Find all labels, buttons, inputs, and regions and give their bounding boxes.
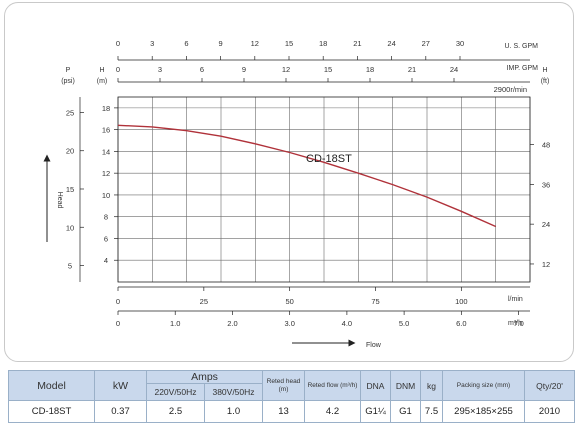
header-kw: kW bbox=[94, 370, 147, 401]
header-packing: Packing size (mm) bbox=[442, 370, 525, 401]
header-dnm: DNM bbox=[390, 370, 421, 401]
impgpm-tick-label: 12 bbox=[282, 65, 290, 74]
usgpm-tick-label: 3 bbox=[150, 39, 154, 48]
table-row: CD-18ST 0.37 2.5 1.0 13 4.2 G1¼ G1 7.5 2… bbox=[8, 400, 575, 423]
psi-tick-label: 20 bbox=[66, 147, 74, 156]
flow-label: Flow bbox=[366, 342, 382, 349]
cell-qty: 2010 bbox=[524, 400, 575, 423]
usgpm-tick-label: 6 bbox=[184, 39, 188, 48]
impgpm-tick-label: 6 bbox=[200, 65, 204, 74]
m3h-tick-label: 7.0 bbox=[513, 319, 523, 328]
axes bbox=[79, 56, 534, 315]
lmin-tick-label: 25 bbox=[200, 297, 208, 306]
m3h-tick-label: 2.0 bbox=[227, 319, 237, 328]
cell-kg: 7.5 bbox=[420, 400, 443, 423]
usgpm-tick-label: 9 bbox=[219, 39, 223, 48]
cell-rated-flow: 4.2 bbox=[304, 400, 361, 423]
header-amps-220: 220V/50Hz bbox=[146, 383, 205, 401]
ft-tick-label: 12 bbox=[542, 260, 550, 269]
spec-table: Model kW Amps Reted head (m) Reted flow … bbox=[8, 370, 575, 423]
h-ft-axis-unit: (ft) bbox=[541, 78, 550, 85]
psi-tick-label: 10 bbox=[66, 223, 74, 232]
m3h-tick-label: 6.0 bbox=[456, 319, 466, 328]
lmin-tick-label: 100 bbox=[455, 297, 468, 306]
cell-amps-380: 1.0 bbox=[204, 400, 263, 423]
m-tick-label: 12 bbox=[102, 169, 110, 178]
grid-lines bbox=[117, 97, 531, 282]
impgpm-tick-label: 3 bbox=[158, 65, 162, 74]
m-tick-label: 18 bbox=[102, 104, 110, 113]
lmin-axis-label: l/min bbox=[508, 296, 523, 303]
usgpm-tick-label: 15 bbox=[285, 39, 293, 48]
impgpm-tick-label: 15 bbox=[324, 65, 332, 74]
impgpm-axis-label: IMP. GPM bbox=[507, 65, 539, 72]
header-amps-380: 380V/50Hz bbox=[204, 383, 263, 401]
m3h-tick-label: 0 bbox=[116, 319, 120, 328]
m3h-tick-label: 5.0 bbox=[399, 319, 409, 328]
header-kg: kg bbox=[420, 370, 443, 401]
impgpm-tick-label: 18 bbox=[366, 65, 374, 74]
usgpm-tick-label: 12 bbox=[251, 39, 259, 48]
head-label: Head bbox=[56, 192, 63, 209]
speed-note: 2900r/min bbox=[494, 85, 527, 94]
series-line-cd-18st bbox=[117, 124, 496, 228]
m-tick-label: 10 bbox=[102, 191, 110, 200]
usgpm-tick-label: 21 bbox=[353, 39, 361, 48]
psi-tick-label: 15 bbox=[66, 185, 74, 194]
header-amps: Amps bbox=[146, 370, 263, 384]
chart-panel bbox=[4, 2, 574, 362]
lmin-tick-label: 0 bbox=[116, 297, 120, 306]
cell-dna: G1¼ bbox=[360, 400, 391, 423]
m3h-tick-label: 1.0 bbox=[170, 319, 180, 328]
usgpm-tick-label: 30 bbox=[456, 39, 464, 48]
usgpm-tick-label: 24 bbox=[387, 39, 395, 48]
pump-curve-chart: 0 3 6 9 12 15 18 21 24 27 300 3 6 9 12 15 18 21 240 25 50 75 1… bbox=[43, 39, 550, 349]
cell-dnm: G1 bbox=[390, 400, 421, 423]
impgpm-tick-label: 0 bbox=[116, 65, 120, 74]
usgpm-tick-label: 27 bbox=[422, 39, 430, 48]
plot-frame bbox=[117, 96, 531, 283]
cell-rated-head: 13 bbox=[262, 400, 305, 423]
lmin-tick-label: 75 bbox=[371, 297, 379, 306]
m3h-tick-label: 4.0 bbox=[342, 319, 352, 328]
usgpm-tick-label: 0 bbox=[116, 39, 120, 48]
series-label: CD-18ST bbox=[306, 153, 352, 165]
header-dna: DNA bbox=[360, 370, 391, 401]
psi-tick-label: 5 bbox=[68, 262, 72, 271]
impgpm-tick-label: 21 bbox=[408, 65, 416, 74]
header-model: Model bbox=[8, 370, 95, 401]
ft-tick-label: 48 bbox=[542, 141, 550, 150]
m-tick-label: 6 bbox=[104, 234, 108, 243]
impgpm-tick-label: 9 bbox=[242, 65, 246, 74]
ft-tick-label: 36 bbox=[542, 180, 550, 189]
h-ft-axis-label: H bbox=[542, 67, 547, 74]
m3h-tick-label: 3.0 bbox=[284, 319, 294, 328]
m-tick-label: 16 bbox=[102, 126, 110, 135]
ft-tick-label: 24 bbox=[542, 220, 550, 229]
psi-tick-label: 25 bbox=[66, 108, 74, 117]
m-tick-label: 14 bbox=[102, 147, 110, 156]
header-rated-flow: Reted flow (m³/h) bbox=[304, 370, 361, 401]
tick-labels: 0 3 6 9 12 15 18 21 24 27 300 3 6 9 12 15 18 21 240 25 50 75 1… bbox=[66, 39, 550, 328]
m3h-axis-label: m³/h bbox=[508, 320, 522, 327]
series-lines bbox=[117, 124, 496, 228]
m-tick-label: 8 bbox=[104, 213, 108, 222]
cell-model: CD-18ST bbox=[8, 400, 95, 423]
cell-amps-220: 2.5 bbox=[146, 400, 205, 423]
p-axis-label: P bbox=[66, 67, 71, 74]
cell-kw: 0.37 bbox=[94, 400, 147, 423]
header-rated-head: Reted head (m) bbox=[262, 370, 305, 401]
h-m-axis-label: H bbox=[99, 67, 104, 74]
h-m-axis-unit: (m) bbox=[97, 78, 108, 85]
m-tick-label: 4 bbox=[104, 256, 108, 265]
cell-packing: 295×185×255 bbox=[442, 400, 525, 423]
impgpm-tick-label: 24 bbox=[450, 65, 458, 74]
usgpm-tick-label: 18 bbox=[319, 39, 327, 48]
lmin-tick-label: 50 bbox=[285, 297, 293, 306]
header-qty: Qty/20' bbox=[524, 370, 575, 401]
usgpm-axis-label: U. S. GPM bbox=[505, 43, 539, 50]
p-axis-unit: (psi) bbox=[61, 78, 75, 85]
